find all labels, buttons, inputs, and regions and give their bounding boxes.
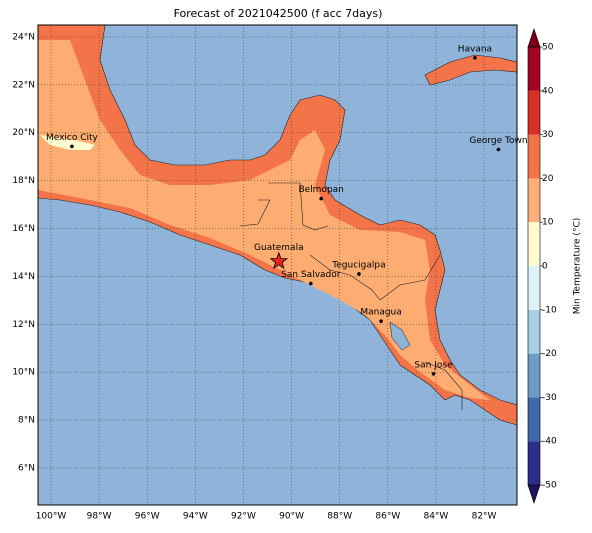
grid: 100°W 98°W 96°W 94°W 92°W 90°W 88°W 86°W 84°W 82°…	[12, 25, 517, 522]
colorbar-band	[528, 397, 540, 442]
x-tick-label: 84°W	[423, 512, 448, 522]
city-dot	[473, 55, 477, 60]
colorbar-band	[528, 134, 540, 179]
city-label: George Town	[469, 136, 527, 146]
colorbar-band	[528, 90, 540, 135]
y-tick-label: 14°N	[12, 272, 35, 282]
lake	[389, 321, 411, 351]
map-frame	[37, 24, 518, 506]
city-dot	[309, 281, 313, 286]
x-tick-label: 98°W	[87, 512, 112, 522]
x-tick-label: 100°W	[36, 512, 67, 522]
colorbar-band	[528, 266, 540, 310]
colorbar-tick-label: -20	[542, 349, 557, 359]
colorbar-tick-label: -30	[542, 393, 557, 403]
borders	[309, 254, 441, 301]
colorbar-band	[528, 178, 540, 223]
city-dot	[496, 147, 501, 152]
city-dot	[70, 144, 74, 149]
x-tick-label: 96°W	[135, 512, 160, 522]
city-label: Belmopan	[298, 185, 343, 195]
y-tick-label: 10°N	[12, 368, 35, 378]
city-label: Guatemala	[254, 243, 304, 253]
y-tick-label: 16°N	[12, 224, 35, 234]
colorbar-tick-label: 0	[542, 262, 548, 272]
cities: Mexico City Havana George Town Belmopan Guat…	[46, 44, 528, 376]
colorbar-extend	[527, 484, 541, 504]
colorbar-tick-label: 20	[542, 174, 554, 184]
y-tick-label: 20°N	[12, 128, 35, 138]
borders	[239, 199, 271, 227]
warm-region	[38, 40, 490, 400]
city-label: Managua	[360, 308, 401, 318]
colorbar-tick-label: -50	[542, 481, 557, 491]
x-tick-label: 88°W	[327, 512, 352, 522]
city-dot	[379, 319, 383, 323]
borders	[268, 182, 329, 231]
city-dot	[431, 372, 436, 376]
colorbar-tick-label: 50	[542, 43, 554, 53]
colorbar-label: Min Temperature (°C)	[573, 218, 583, 315]
colorbar-band	[528, 309, 540, 354]
colorbar-band	[528, 441, 540, 485]
city-label: Tegucigalpa	[331, 260, 385, 270]
city-label: San Salvador	[281, 270, 341, 280]
colorbar-tick-label: 40	[542, 86, 554, 96]
city-label: San Jose	[414, 360, 453, 370]
cool-spot	[40, 135, 95, 150]
colorbar-extend	[527, 28, 541, 48]
colorbar-band	[528, 47, 540, 91]
city-dot	[357, 272, 361, 276]
y-tick-label: 22°N	[12, 80, 35, 90]
x-tick-label: 90°W	[279, 512, 304, 522]
borders	[424, 361, 463, 410]
x-tick-label: 86°W	[375, 512, 400, 522]
city-dot	[319, 196, 323, 201]
title: Forecast of 2021042500 (f acc 7days)	[174, 7, 383, 20]
colorbar-band	[528, 222, 540, 266]
y-tick-label: 24°N	[12, 32, 35, 42]
colorbar: -50 -40 -30 -20 -10 0 10 20 30 40 50	[527, 28, 557, 504]
city-label: Mexico City	[46, 133, 99, 143]
y-tick-label: 6°N	[18, 463, 35, 473]
colorbar-band	[528, 353, 540, 398]
colorbar-tick-label: 10	[542, 218, 554, 228]
y-tick-label: 18°N	[12, 176, 35, 186]
x-tick-label: 94°W	[183, 512, 208, 522]
y-tick-label: 8°N	[18, 416, 35, 426]
colorbar-tick-label: 30	[542, 130, 554, 140]
capital-star	[269, 251, 289, 270]
city-label: Havana	[458, 44, 492, 54]
colorbar-tick-label: -10	[542, 305, 557, 315]
x-tick-label: 82°W	[472, 512, 497, 522]
map	[37, 24, 518, 505]
y-tick-label: 12°N	[12, 320, 35, 330]
colorbar-tick-label: -40	[542, 437, 557, 447]
x-tick-label: 92°W	[231, 512, 256, 522]
